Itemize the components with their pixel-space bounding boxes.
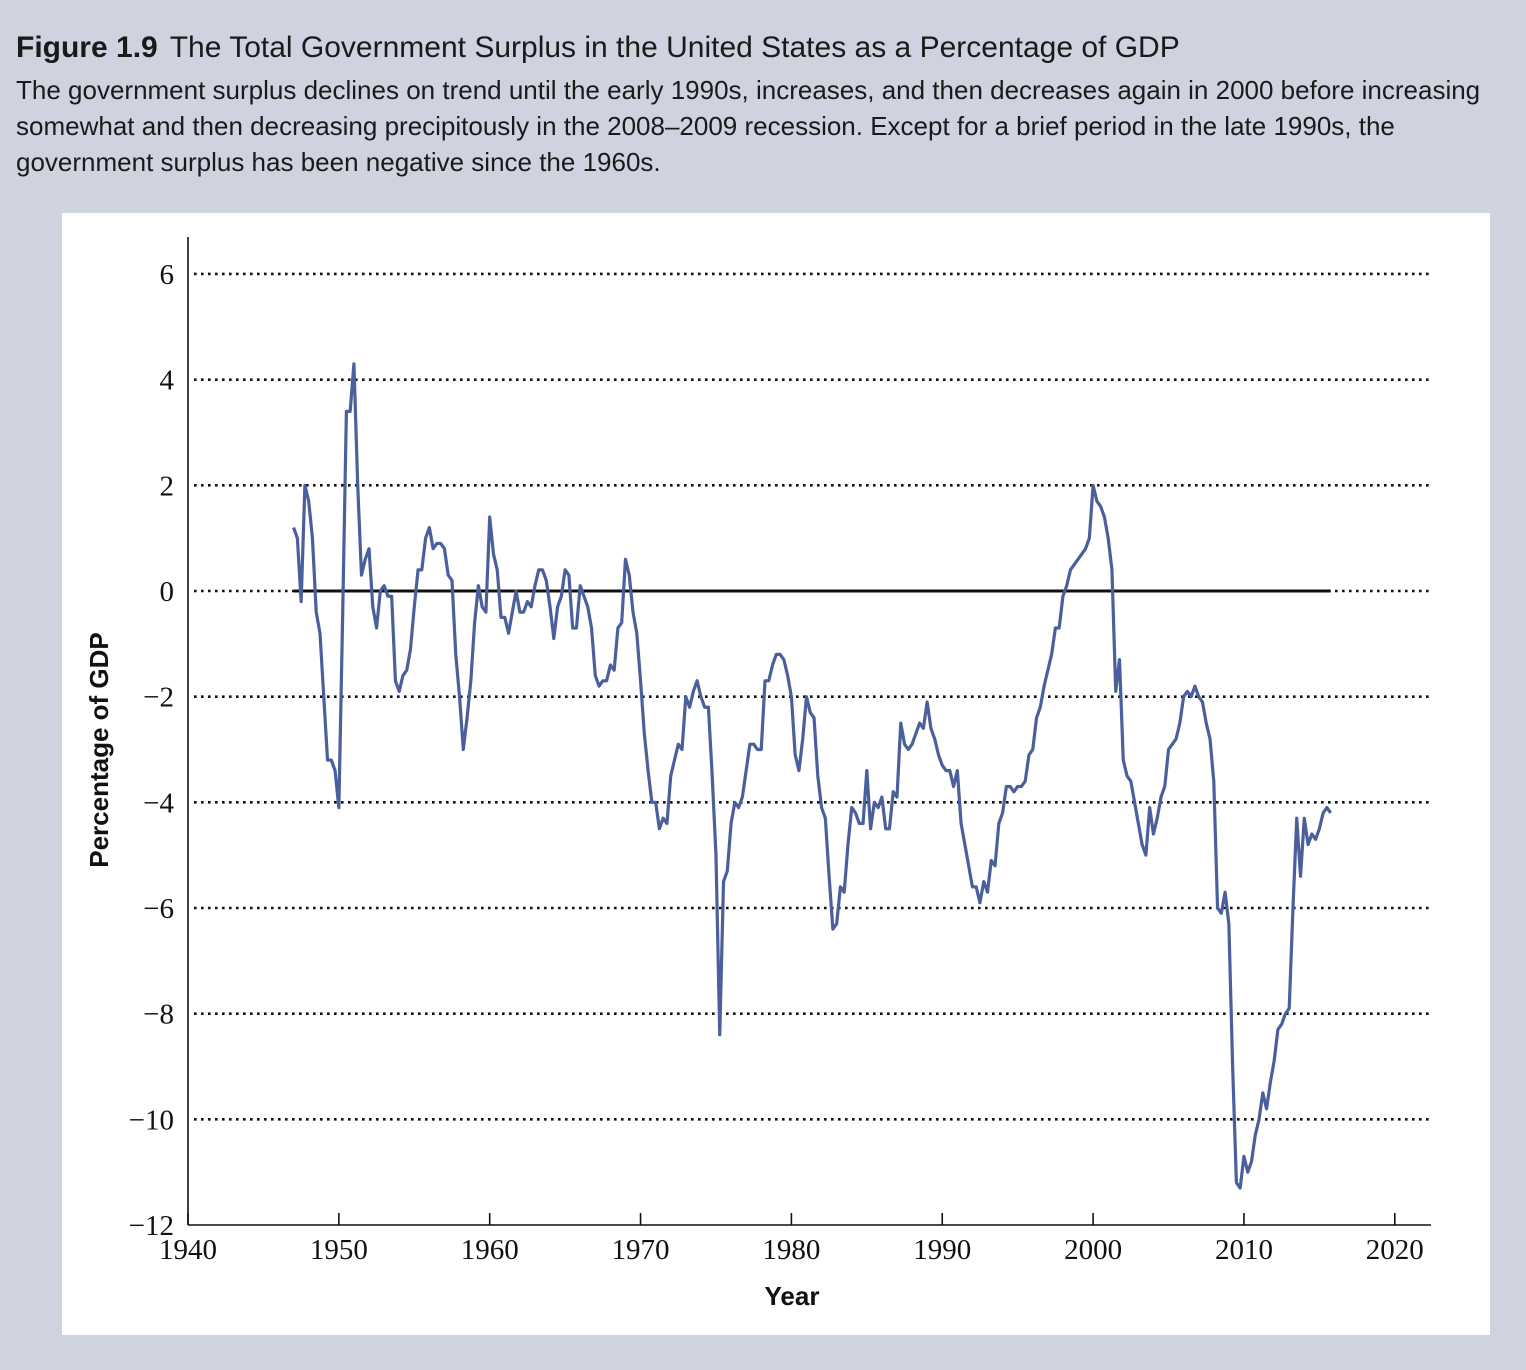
subtitle: The government surplus declines on trend… (16, 75, 1481, 177)
y-tick-label: −10 (129, 1104, 174, 1136)
x-tick-label: 2020 (1366, 1234, 1424, 1266)
x-axis-title: Year (765, 1281, 820, 1311)
x-tick-label: 2000 (1064, 1234, 1122, 1266)
x-tick-label: 1950 (310, 1234, 368, 1266)
y-tick-label: 4 (160, 365, 175, 397)
y-tick-label: −12 (129, 1210, 174, 1242)
y-tick-label: −2 (143, 682, 174, 714)
header: Figure 1.9 The Total Government Surplus i… (16, 28, 1511, 180)
x-tick-label: 1990 (913, 1234, 971, 1266)
y-tick-label: 2 (160, 470, 175, 502)
y-tick-label: −4 (143, 787, 174, 819)
x-tick-label: 1970 (612, 1234, 670, 1266)
x-tick-label: 1960 (461, 1234, 519, 1266)
x-tick-label: 2010 (1215, 1234, 1273, 1266)
y-axis-title: Percentage of GDP (84, 632, 114, 868)
y-tick-label: −6 (143, 893, 174, 925)
y-tick-label: 0 (160, 576, 175, 608)
y-tick-label: −8 (143, 999, 174, 1031)
title-line: Figure 1.9 The Total Government Surplus i… (16, 28, 1511, 68)
data-line (292, 362, 1332, 1190)
x-tick-label: 1940 (159, 1234, 217, 1266)
y-tick-label: 6 (160, 259, 175, 291)
x-tick-label: 1980 (762, 1234, 820, 1266)
figure-label: Figure 1.9 (16, 31, 158, 64)
chart-title: The Total Government Surplus in the Unit… (169, 31, 1180, 64)
